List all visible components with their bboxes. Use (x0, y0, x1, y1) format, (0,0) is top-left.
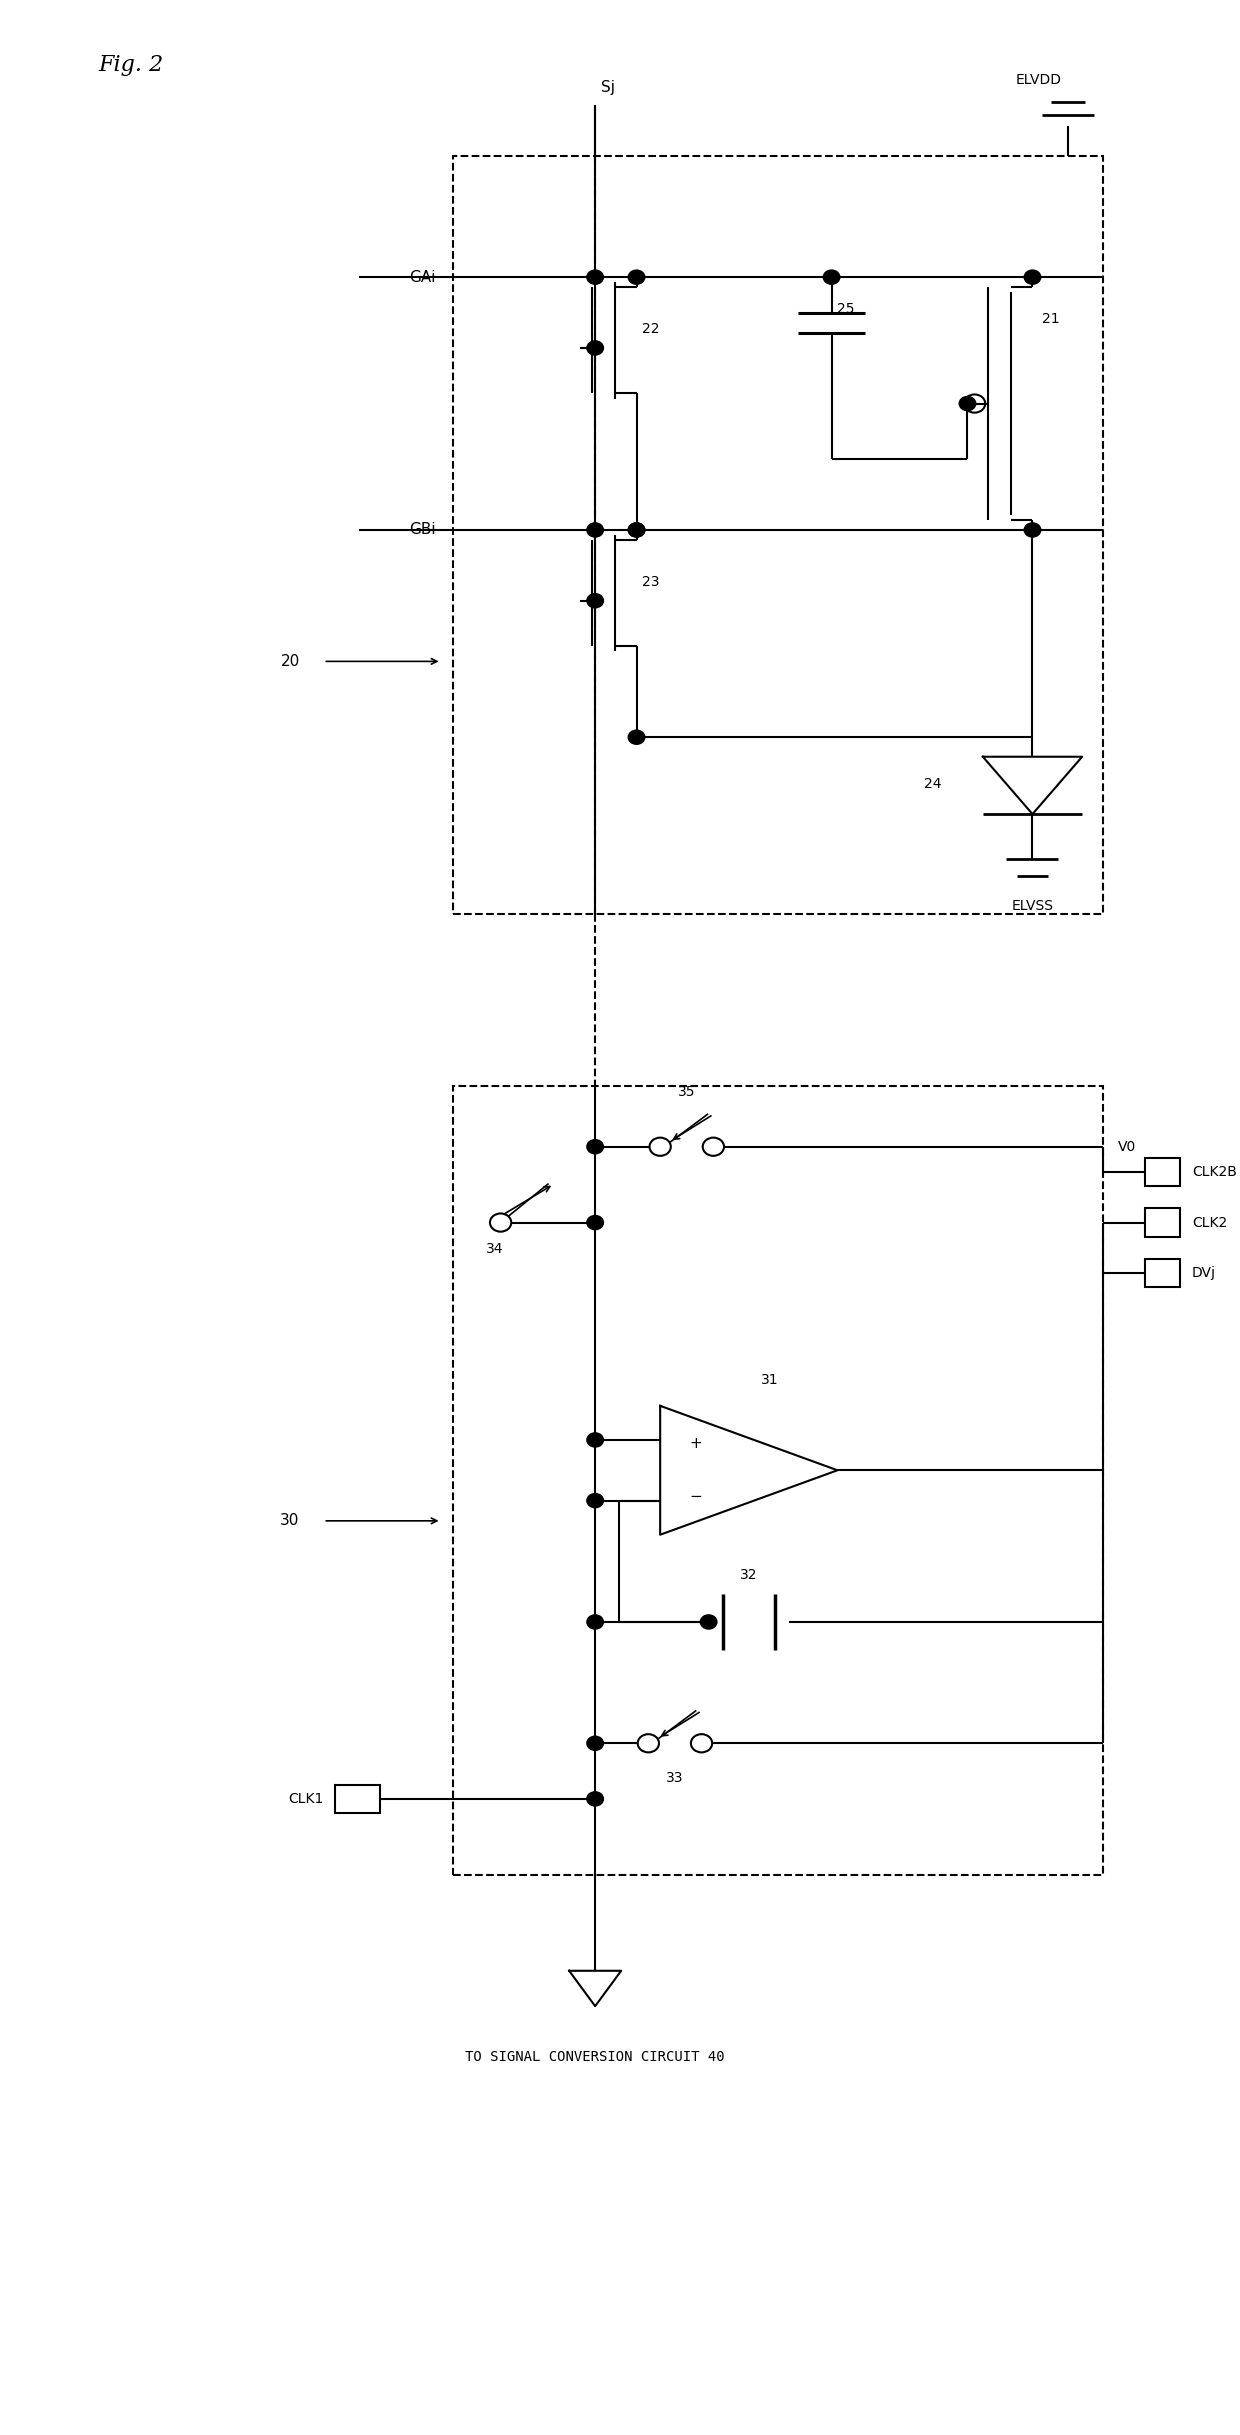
Bar (1145, 1208, 1180, 1237)
Bar (454, 1086, 1104, 1875)
Text: ELVDD: ELVDD (1016, 73, 1061, 88)
Text: 22: 22 (642, 321, 660, 336)
Text: 23: 23 (642, 575, 660, 589)
Text: GBi: GBi (409, 524, 435, 538)
Circle shape (650, 1137, 671, 1157)
Circle shape (637, 1734, 658, 1753)
Text: TO SIGNAL CONVERSION CIRCUIT 40: TO SIGNAL CONVERSION CIRCUIT 40 (465, 2050, 725, 2065)
Circle shape (1024, 270, 1040, 285)
Circle shape (823, 270, 839, 285)
Circle shape (587, 1140, 604, 1154)
Text: 32: 32 (740, 1568, 758, 1583)
Text: 31: 31 (760, 1373, 779, 1388)
Text: DVj: DVj (1192, 1266, 1216, 1281)
Bar (454, 156, 1104, 913)
Circle shape (703, 1137, 724, 1157)
Circle shape (691, 1734, 712, 1753)
Text: 20: 20 (280, 655, 300, 670)
Circle shape (587, 594, 604, 609)
Circle shape (490, 1213, 511, 1232)
Text: CLK1: CLK1 (288, 1792, 324, 1807)
Circle shape (701, 1614, 717, 1629)
Text: 33: 33 (666, 1770, 683, 1785)
Text: 25: 25 (837, 302, 854, 317)
Circle shape (587, 270, 604, 285)
Bar (1145, 1159, 1180, 1186)
Circle shape (629, 730, 645, 745)
Text: 24: 24 (924, 777, 941, 791)
Circle shape (587, 1614, 604, 1629)
Text: 21: 21 (1042, 312, 1059, 326)
Circle shape (629, 270, 645, 285)
Circle shape (587, 1432, 604, 1446)
Circle shape (587, 1736, 604, 1751)
Bar (1145, 1259, 1180, 1288)
Text: Sj: Sj (601, 80, 615, 95)
Circle shape (587, 524, 604, 538)
Text: 35: 35 (678, 1086, 696, 1098)
Circle shape (1024, 524, 1040, 538)
Circle shape (960, 397, 976, 412)
Text: +: + (689, 1437, 702, 1451)
Circle shape (587, 1215, 604, 1230)
Text: 30: 30 (280, 1512, 300, 1529)
Circle shape (587, 1493, 604, 1507)
Circle shape (587, 1792, 604, 1807)
Circle shape (587, 341, 604, 356)
Bar (335, 1785, 379, 1814)
Text: −: − (689, 1490, 702, 1505)
Text: V0: V0 (1117, 1140, 1136, 1154)
Text: ELVSS: ELVSS (1012, 899, 1054, 913)
Text: CLK2: CLK2 (1192, 1215, 1228, 1230)
Text: 34: 34 (486, 1242, 503, 1256)
Text: Fig. 2: Fig. 2 (99, 54, 164, 75)
Text: CLK2B: CLK2B (1192, 1164, 1238, 1179)
Text: GAi: GAi (409, 270, 435, 285)
Circle shape (629, 524, 645, 538)
Circle shape (629, 524, 645, 538)
